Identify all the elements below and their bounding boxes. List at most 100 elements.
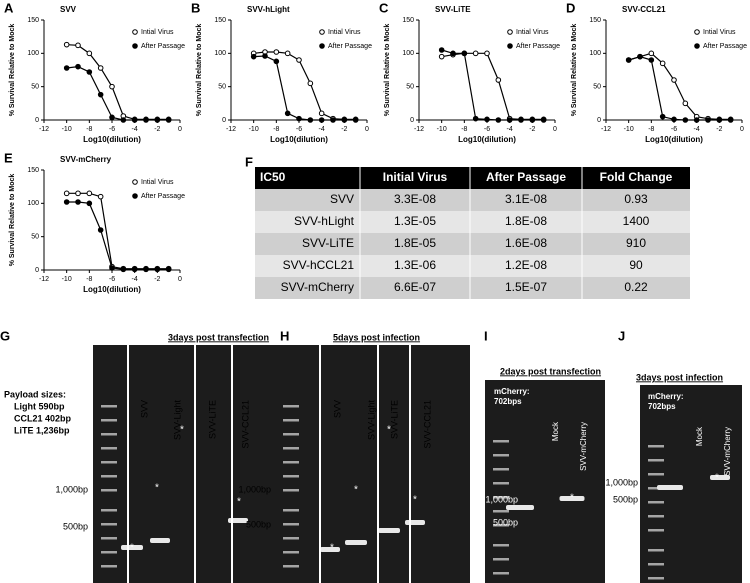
x-tick-label: -6 [484,126,490,133]
data-point [529,117,536,123]
table-row-bg [255,277,690,299]
x-tick-label: 0 [365,126,369,133]
table-row-bg [255,189,690,211]
legend-label: After Passage [141,43,185,50]
table-cell: 1.6E-08 [505,236,547,250]
data-point [693,117,700,123]
ladder-band [101,509,117,512]
x-tick-label: 0 [553,126,557,133]
y-tick-label: 50 [406,84,414,91]
data-point [307,80,314,87]
x-tick-label: -8 [648,126,654,133]
data-point [682,100,689,107]
ladder-band [283,537,299,540]
series-line [441,52,544,120]
ladder-band [283,509,299,512]
ladder-band [648,459,664,462]
data-point [341,117,348,123]
y-tick-label: 0 [410,117,414,124]
gel-note: Light 590bp [14,401,65,411]
marker-label: 1,000bp [238,484,271,494]
data-point [648,57,655,63]
ladder-band [283,433,299,436]
chart-title: SVV-CCL21 [622,5,666,14]
data-point [682,117,689,123]
panel-letter: B [191,0,200,15]
ladder-band [493,544,509,547]
ladder-band [648,563,664,566]
ladder-band [648,501,664,504]
x-axis-label: Log10(dilution) [645,135,703,144]
x-tick-label: -4 [507,126,513,133]
data-point [75,199,81,205]
y-tick-label: 0 [597,117,601,124]
data-point [143,266,149,273]
data-point [63,199,70,205]
data-point [86,200,93,207]
y-tick-label: 100 [27,50,39,57]
data-point [250,53,257,60]
data-point [659,113,666,120]
y-tick-label: 50 [593,84,601,91]
data-point [484,50,490,57]
x-tick-label: -2 [716,126,722,133]
x-tick-label: -10 [624,126,634,133]
x-tick-label: -2 [154,126,160,133]
ladder-band [101,447,117,450]
marker-label: 1,000bp [55,484,88,494]
legend-marker [132,179,138,185]
lane-label: SVV-mCherry [723,427,732,476]
panel-letter: F [245,154,253,169]
data-point [86,69,93,75]
legend-label: After Passage [141,193,185,200]
marker-label: 1,000bp [605,477,638,487]
x-tick-label: -2 [341,126,347,133]
data-point [296,57,302,63]
table-cell: 3.3E-08 [394,192,436,206]
data-point [131,117,138,123]
ladder-band [648,577,664,580]
x-tick-label: -12 [414,126,424,133]
table-header: After Passage [486,170,566,184]
legend-label: Intial Virus [141,29,174,36]
y-axis-label: % Survival Relative to Mock [9,24,16,117]
y-tick-label: 0 [222,117,226,124]
data-point [671,77,677,83]
gel-note: CCL21 402bp [14,413,72,423]
data-point [165,117,172,123]
data-point [86,190,93,197]
table-row-bg [255,255,690,277]
lane-label: SVV [139,400,149,418]
table-row-bg [255,233,690,255]
ladder-band [101,565,117,568]
ladder-band [283,565,299,568]
data-point [648,50,655,57]
gel-note: mCherry: [648,392,684,401]
ladder-band [101,433,117,436]
gel-band [150,538,170,543]
table-cell: SVV-mCherry [281,280,354,294]
data-point [120,117,127,123]
data-point [307,117,314,123]
data-point [273,58,280,65]
legend-marker [319,29,325,35]
marker-label: 500bp [493,517,518,527]
gel-image [275,345,470,583]
x-tick-label: -10 [249,126,259,133]
ladder-band [283,489,299,492]
data-point [63,65,70,71]
ladder-band [493,572,509,575]
y-tick-label: 150 [27,167,39,174]
panel-letter: A [4,0,14,15]
table-cell: 1.3E-06 [394,258,436,272]
gel-band [559,496,585,501]
data-point [154,266,161,273]
data-point [154,117,161,123]
legend-label: Intial Virus [328,29,361,36]
series-line [66,201,169,270]
gel-band [320,547,340,552]
ladder-band [101,551,117,554]
data-point [671,116,677,123]
ladder-band [101,419,117,422]
data-point [716,117,723,123]
